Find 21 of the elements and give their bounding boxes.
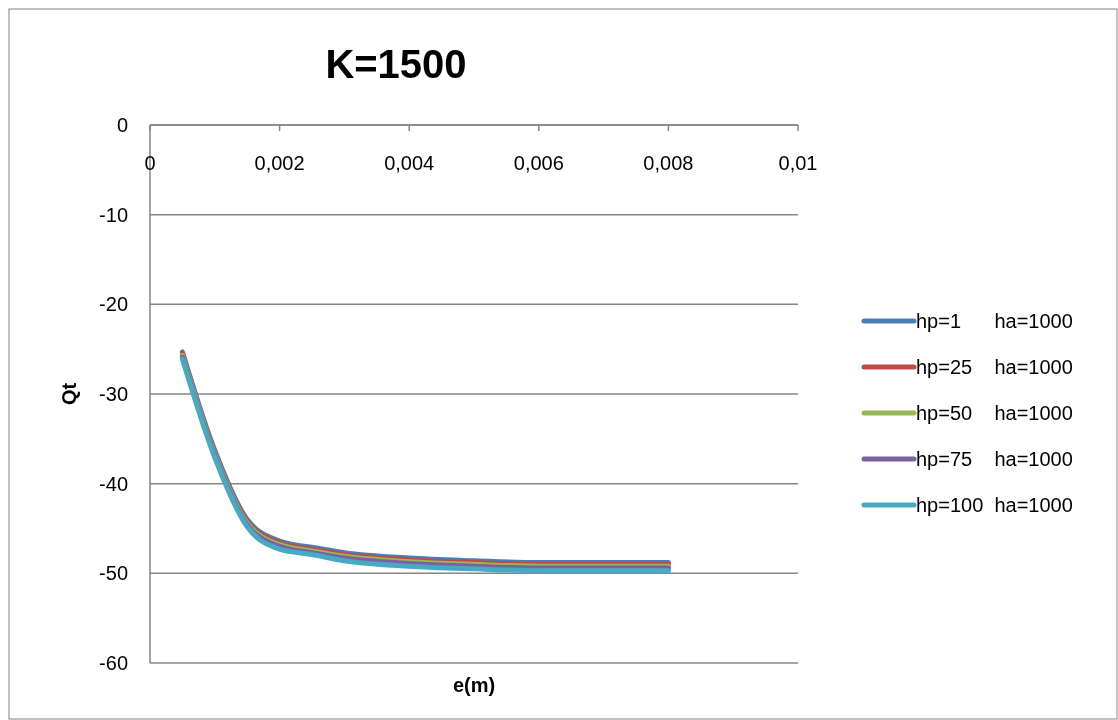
y-tick-label: -30 [99, 383, 128, 405]
y-tick-label: -40 [99, 472, 128, 495]
legend-label: hp=1 ha=1000 [916, 310, 1073, 332]
y-tick-label: 0 [116, 114, 128, 136]
x-tick-label: 0,006 [513, 152, 564, 174]
legend-label: hp=25 ha=1000 [916, 356, 1073, 378]
y-tick-label: -20 [99, 293, 128, 316]
x-tick-label: 0 [144, 152, 156, 174]
x-tick-label: 0,004 [384, 152, 435, 174]
legend-label: hp=50 ha=1000 [916, 402, 1073, 424]
y-axis-title: Qt [58, 382, 80, 406]
legend-label: hp=100 ha=1000 [916, 494, 1073, 516]
x-axis-title: e(m) [452, 674, 496, 696]
x-tick-label: 0,002 [254, 152, 305, 174]
y-tick-label: -50 [99, 562, 128, 585]
y-tick-label: -60 [99, 652, 128, 674]
x-tick-label: 0,01 [778, 152, 818, 174]
x-tick-label: 0,008 [643, 152, 694, 174]
legend-label: hp=75 ha=1000 [916, 448, 1073, 470]
chart-title: K=1500 [325, 42, 467, 86]
y-tick-label: -10 [99, 203, 128, 226]
